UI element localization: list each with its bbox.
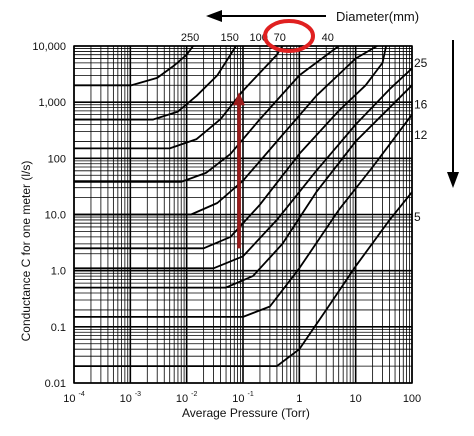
- series-line-10: [74, 191, 412, 368]
- red-arrow-head: [233, 92, 246, 106]
- diameter-label: 250: [181, 32, 199, 44]
- right-side-labels: 25 16 12 5: [414, 56, 428, 224]
- left-arrow-icon: [206, 10, 326, 22]
- diameter-title: Diameter(mm): [336, 9, 419, 24]
- x-axis-label: Average Pressure (Torr): [182, 406, 310, 420]
- y-tick-label: 100: [48, 153, 66, 165]
- series-lines: [74, 46, 412, 368]
- x-tick-label: 10 -2: [176, 391, 198, 405]
- x-tick-label: 10: [350, 393, 362, 405]
- series-line-1: [74, 46, 194, 87]
- y-tick-labels: 10,000 1,000 100 10.0 1.0 0.1 0.01: [32, 41, 66, 390]
- series-line-4: [74, 46, 340, 183]
- right-label: 12: [414, 128, 428, 142]
- y-tick-label: 1.0: [51, 266, 66, 278]
- series-line-6: [74, 46, 388, 250]
- series-line-2: [74, 46, 237, 121]
- series-line-5: [74, 46, 378, 216]
- highlight-circle-100: [263, 19, 315, 53]
- diameter-labels: 250 150 100 70 40: [181, 32, 334, 44]
- y-tick-label: 10.0: [45, 210, 66, 222]
- right-label: 5: [414, 210, 421, 224]
- x-tick-label: 10 -4: [63, 391, 85, 405]
- y-tick-label: 1,000: [38, 97, 66, 109]
- x-tick-label: 10 -1: [232, 391, 254, 405]
- diameter-label: 150: [220, 32, 238, 44]
- x-tick-label: 1: [296, 393, 302, 405]
- y-tick-label: 0.1: [51, 322, 66, 334]
- diameter-label: 40: [322, 32, 334, 44]
- y-tick-label: 0.01: [45, 378, 66, 390]
- down-arrow-icon: [447, 40, 459, 188]
- y-tick-label: 10,000: [32, 41, 66, 53]
- x-tick-label: 10 -3: [120, 391, 142, 405]
- right-label: 25: [414, 56, 428, 70]
- diameter-label: 70: [274, 32, 286, 44]
- red-arrow-icon: [233, 92, 246, 249]
- x-tick-labels: 10 -4 10 -3 10 -2 10 -1 1 10 100: [63, 391, 421, 405]
- series-line-9: [74, 114, 412, 318]
- y-axis-label: Conductance C for one meter (l/s): [19, 161, 33, 342]
- series-line-8: [74, 84, 412, 289]
- x-tick-label: 100: [403, 393, 421, 405]
- series-line-7: [74, 67, 412, 270]
- right-label: 16: [414, 98, 428, 112]
- series-line-3: [74, 46, 284, 150]
